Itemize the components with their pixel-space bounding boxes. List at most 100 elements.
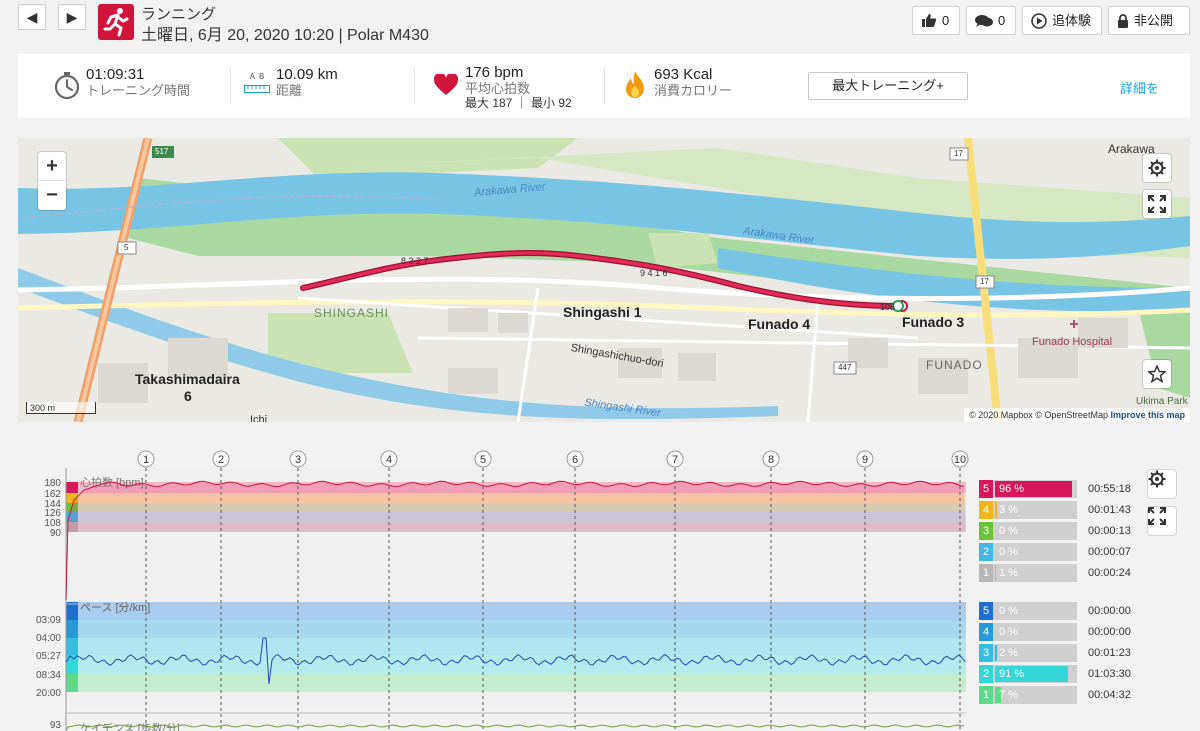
like-count: 0 [942, 13, 950, 28]
pace-zone-bar [995, 645, 997, 661]
hr-zone-percent: 0 % [999, 546, 1018, 558]
route-517-label: 517 [155, 147, 169, 156]
ichi-label: Ichi [250, 414, 268, 422]
cadence-series-line [65, 724, 965, 731]
calories-stat: 693 Kcal 消費カロリー [654, 66, 732, 98]
route-map[interactable]: 517 5 17 17 447 Arakawa River Arakawa Ri… [18, 138, 1190, 422]
like-button[interactable]: 0 [912, 6, 960, 35]
zoom-out-button[interactable]: − [46, 184, 58, 206]
pace-zone-time: 00:00:00 [1088, 605, 1131, 617]
pace-zone-swatch [66, 638, 78, 655]
pace-zone-time: 00:00:00 [1088, 626, 1131, 638]
expand-icon [1148, 195, 1166, 213]
map-fullscreen-button[interactable] [1143, 190, 1171, 218]
details-link[interactable]: 詳細を [1120, 81, 1160, 96]
hr-zone-percent: 3 % [999, 504, 1018, 516]
hr-zone-band [78, 503, 966, 512]
pace-zone-band [78, 638, 966, 655]
duration-label: トレーニング時間 [86, 83, 191, 98]
km-marker-circle [212, 450, 230, 468]
pace-zone-number: 2 [979, 665, 993, 683]
pace-zone-percent: 0 % [999, 626, 1018, 638]
hr-label: 平均心拍数 [465, 81, 531, 96]
hr-zone-swatch [66, 522, 78, 532]
funado-label: FUNADO [926, 358, 983, 372]
expand-icon [1148, 507, 1166, 525]
hr-zone-swatch [66, 482, 78, 493]
thumbs-up-icon [922, 14, 937, 27]
chart-fullscreen-button[interactable] [1148, 507, 1176, 535]
charts-canvas[interactable]: 1 2 3 4 5 6 7 8 9 101801621441261089003:0904:0005… [0, 440, 1200, 731]
map-settings-button[interactable] [1143, 154, 1171, 182]
activity-date-device: 土曜日, 6月 20, 2020 10:20 | Polar M430 [141, 27, 429, 44]
hr-zone-row: 1 1 % [979, 564, 1077, 582]
running-icon [98, 4, 134, 40]
hr-zone-band [78, 512, 966, 522]
pace-tick-label: 03:09 [36, 615, 61, 626]
zoom-in-button[interactable]: + [38, 152, 66, 181]
comment-count: 0 [998, 13, 1006, 28]
km-marker-circle [474, 450, 492, 468]
pace-zone-bar [995, 687, 1001, 703]
summary-panel: 01:09:31 トレーニング時間 A B 10.09 km 距離 176 bp… [18, 54, 1190, 118]
lock-icon [1118, 13, 1128, 28]
divider [604, 68, 605, 104]
pace-zone-band [78, 674, 966, 692]
pace-tick-label: 08:34 [36, 670, 61, 681]
km-marker-label: 2 [218, 454, 224, 466]
hr-zone-percent: 96 % [999, 483, 1025, 495]
osm-attribution[interactable]: © OpenStreetMap [1035, 410, 1108, 420]
km-marker-label: 3 [295, 454, 301, 466]
pace-zone-swatch [66, 602, 78, 620]
hr-tick-label: 162 [44, 489, 61, 500]
takashimadaira-label: Takashimadaira [135, 371, 240, 387]
map-favorite-button[interactable] [1143, 360, 1171, 388]
improve-map-link[interactable]: Improve this map [1110, 410, 1185, 420]
km-marker-circle [289, 450, 307, 468]
privacy-button[interactable]: 非公開 [1108, 6, 1190, 35]
replay-button[interactable]: 追体験 [1022, 6, 1102, 35]
shingashi-park-label: SHINGASHI [314, 306, 390, 320]
next-button[interactable]: ▶ [58, 4, 86, 30]
km-marker-circle [666, 450, 684, 468]
km-marker-label: 5 [480, 454, 486, 466]
cadence-tick-label: 93 [50, 720, 62, 731]
pace-zone-bar [995, 666, 1068, 682]
hr-zone-time: 00:55:18 [1088, 483, 1131, 495]
hr-tick-label: 126 [44, 508, 61, 519]
hr-zone-time: 00:00:13 [1088, 525, 1131, 537]
hr-zone-number: 3 [979, 522, 993, 540]
km-marker-circle [137, 450, 155, 468]
hr-zone-time: 00:01:43 [1088, 504, 1131, 516]
pace-zone-row: 2 91 % [979, 665, 1077, 683]
play-circle-icon [1031, 12, 1047, 29]
km-marker-circle [566, 450, 584, 468]
mapbox-attribution[interactable]: © 2020 Mapbox [969, 410, 1033, 420]
heart-rate-stat: 176 bpm 平均心拍数 最大 187 ｜ 最小 92 [465, 64, 572, 111]
hr-series-line [65, 480, 965, 601]
pace-zone-percent: 2 % [999, 647, 1018, 659]
pace-zone-percent: 7 % [999, 689, 1018, 701]
pace-tick-label: 20:00 [36, 688, 61, 699]
pace-zone-number: 1 [979, 686, 993, 704]
distance-icon: A B [244, 72, 270, 96]
hr-zone-number: 1 [979, 564, 993, 582]
route-5-label: 5 [124, 243, 129, 252]
hr-value: 176 bpm [465, 64, 524, 81]
hr-zone-row: 5 96 % [979, 480, 1077, 498]
star-icon [1148, 365, 1166, 383]
comment-button[interactable]: 0 [966, 6, 1016, 35]
km-marker-circle [762, 450, 780, 468]
funado-4-label: Funado 4 [748, 316, 811, 332]
max-training-button[interactable]: 最大トレーニング+ [808, 72, 968, 100]
chart-settings-button[interactable] [1148, 470, 1176, 498]
km-marker-105: 105 [880, 302, 896, 312]
hr-zone-row: 3 0 % [979, 522, 1077, 540]
km-marker-label: 9 [862, 454, 868, 466]
prev-button[interactable]: ◀ [18, 4, 46, 30]
pace-tick-label: 04:00 [36, 633, 61, 644]
pace-zone-row: 5 0 % [979, 602, 1077, 620]
route-447-label: 447 [838, 363, 852, 372]
gear-icon [1148, 470, 1166, 488]
pace-zone-number: 3 [979, 644, 993, 662]
